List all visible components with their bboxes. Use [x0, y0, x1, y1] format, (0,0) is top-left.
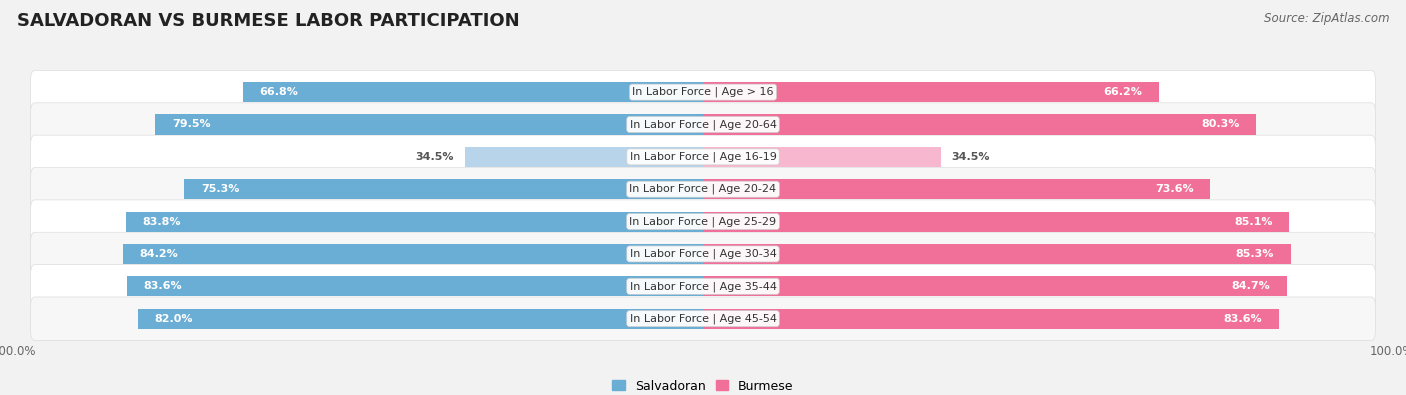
Text: 34.5%: 34.5%: [952, 152, 990, 162]
Text: 82.0%: 82.0%: [155, 314, 193, 324]
Text: 84.7%: 84.7%: [1232, 281, 1270, 291]
Text: 79.5%: 79.5%: [172, 120, 211, 130]
Bar: [243, 82, 703, 102]
FancyBboxPatch shape: [31, 297, 1375, 340]
Bar: [703, 276, 1286, 296]
Bar: [703, 115, 1256, 135]
Text: In Labor Force | Age > 16: In Labor Force | Age > 16: [633, 87, 773, 98]
Bar: [138, 308, 703, 329]
FancyBboxPatch shape: [31, 167, 1375, 211]
Text: 73.6%: 73.6%: [1154, 184, 1194, 194]
Text: In Labor Force | Age 35-44: In Labor Force | Age 35-44: [630, 281, 776, 292]
Bar: [184, 179, 703, 199]
Bar: [703, 212, 1289, 231]
Bar: [703, 244, 1291, 264]
FancyBboxPatch shape: [31, 232, 1375, 276]
Text: 83.6%: 83.6%: [143, 281, 183, 291]
FancyBboxPatch shape: [31, 103, 1375, 146]
FancyBboxPatch shape: [31, 135, 1375, 179]
FancyBboxPatch shape: [31, 265, 1375, 308]
Bar: [465, 147, 703, 167]
Bar: [703, 147, 941, 167]
Text: In Labor Force | Age 20-24: In Labor Force | Age 20-24: [630, 184, 776, 194]
Text: 66.8%: 66.8%: [259, 87, 298, 97]
Text: In Labor Force | Age 45-54: In Labor Force | Age 45-54: [630, 313, 776, 324]
Text: 83.6%: 83.6%: [1223, 314, 1263, 324]
Bar: [703, 308, 1279, 329]
FancyBboxPatch shape: [31, 70, 1375, 114]
Text: 83.8%: 83.8%: [142, 216, 181, 227]
Text: In Labor Force | Age 16-19: In Labor Force | Age 16-19: [630, 152, 776, 162]
Bar: [125, 212, 703, 231]
Text: 85.3%: 85.3%: [1236, 249, 1274, 259]
Text: 85.1%: 85.1%: [1234, 216, 1272, 227]
Text: In Labor Force | Age 25-29: In Labor Force | Age 25-29: [630, 216, 776, 227]
Text: 84.2%: 84.2%: [139, 249, 179, 259]
Legend: Salvadoran, Burmese: Salvadoran, Burmese: [613, 380, 793, 393]
Text: 66.2%: 66.2%: [1104, 87, 1143, 97]
FancyBboxPatch shape: [31, 200, 1375, 243]
Bar: [155, 115, 703, 135]
Bar: [122, 244, 703, 264]
Bar: [703, 179, 1211, 199]
Text: 34.5%: 34.5%: [416, 152, 454, 162]
Bar: [127, 276, 703, 296]
Text: In Labor Force | Age 30-34: In Labor Force | Age 30-34: [630, 249, 776, 259]
Bar: [703, 82, 1159, 102]
Text: In Labor Force | Age 20-64: In Labor Force | Age 20-64: [630, 119, 776, 130]
Text: 80.3%: 80.3%: [1201, 120, 1240, 130]
Text: SALVADORAN VS BURMESE LABOR PARTICIPATION: SALVADORAN VS BURMESE LABOR PARTICIPATIO…: [17, 12, 519, 30]
Text: 75.3%: 75.3%: [201, 184, 239, 194]
Text: Source: ZipAtlas.com: Source: ZipAtlas.com: [1264, 12, 1389, 25]
